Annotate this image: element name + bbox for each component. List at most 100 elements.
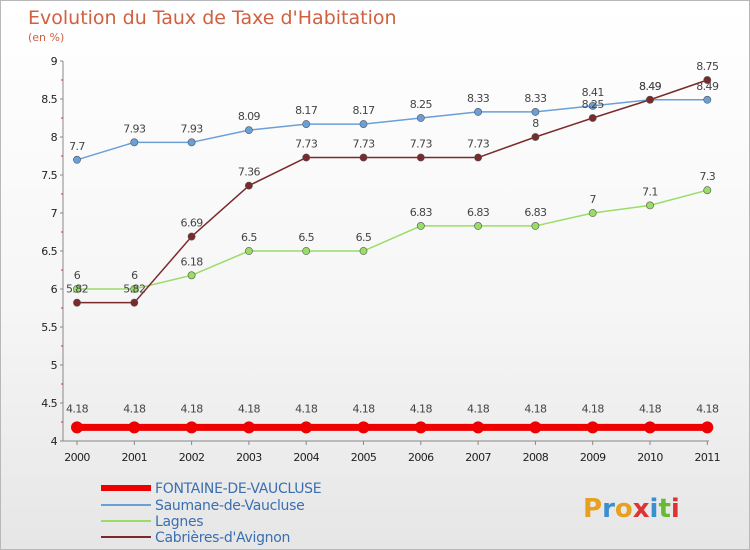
data-label: 8 xyxy=(532,117,539,130)
logo-letter: i xyxy=(671,494,680,524)
data-label: 4.18 xyxy=(639,402,662,415)
series-3: 5.82 5.826.697.367.73 7.73 7.73 7.7388.258.4… xyxy=(66,60,720,307)
data-point xyxy=(703,76,712,84)
data-label: 6.5 xyxy=(241,231,257,244)
chart-title: Evolution du Taux de Taxe d'Habitation xyxy=(28,7,397,29)
y-tick-label: 8.5 xyxy=(41,93,57,106)
data-label: 6.83 xyxy=(524,206,547,219)
y-tick-label: 6.5 xyxy=(41,245,57,258)
x-tick-label: 2011 xyxy=(694,451,720,464)
x-tick-label: 2000 xyxy=(64,451,90,464)
logo-letter: i xyxy=(650,494,659,524)
data-point xyxy=(244,126,253,135)
data-point xyxy=(302,247,311,255)
y-tick-label: 6 xyxy=(51,283,58,296)
x-tick-label: 2007 xyxy=(465,451,491,464)
y-tick-label: 7.5 xyxy=(41,169,57,182)
data-label: 4.18 xyxy=(123,402,146,415)
data-point xyxy=(300,421,313,434)
legend: FONTAINE-DE-VAUCLUSESaumane-de-VaucluseL… xyxy=(101,481,322,546)
chart-subtitle: (en %) xyxy=(28,31,64,44)
data-point xyxy=(73,298,81,307)
logo-letter: P xyxy=(583,494,602,524)
data-point xyxy=(701,421,714,434)
data-label: 8.49 xyxy=(696,80,719,93)
data-label: 7.93 xyxy=(123,122,146,135)
data-label: 4.18 xyxy=(467,402,490,415)
data-point xyxy=(242,421,255,434)
data-point xyxy=(359,120,368,128)
data-point xyxy=(302,153,311,162)
x-tick-label: 2004 xyxy=(293,451,319,464)
data-label: 7.73 xyxy=(410,138,433,151)
data-point xyxy=(416,222,425,230)
data-label: 4.18 xyxy=(238,402,261,415)
data-label: 6 xyxy=(74,269,81,282)
data-point xyxy=(644,421,656,434)
data-point xyxy=(416,153,425,162)
x-tick-label: 2008 xyxy=(523,451,549,464)
data-point xyxy=(588,209,597,217)
data-point xyxy=(357,421,370,434)
data-point xyxy=(474,153,482,162)
x-tick-label: 2006 xyxy=(408,451,434,464)
data-point xyxy=(359,247,368,255)
legend-label: Cabrières-d'Avignon xyxy=(155,530,290,546)
data-point xyxy=(474,222,482,230)
logo-letter: t xyxy=(658,494,670,524)
data-point xyxy=(244,181,253,190)
proxiti-logo: Proxiti xyxy=(583,494,680,524)
data-label: 7.1 xyxy=(642,185,658,198)
series-line xyxy=(76,99,708,161)
data-label: 6.5 xyxy=(298,231,314,244)
data-point xyxy=(646,201,654,210)
data-label: 8.41 xyxy=(582,86,604,99)
data-point xyxy=(588,114,597,122)
data-label: 6.5 xyxy=(356,231,372,244)
data-label: 8.09 xyxy=(238,110,261,123)
data-label: 8.17 xyxy=(352,104,375,117)
data-point xyxy=(416,114,425,122)
legend-label: Saumane-de-Vaucluse xyxy=(155,498,304,514)
data-point xyxy=(73,285,81,293)
data-label: 4.18 xyxy=(524,402,547,415)
data-label: 7.73 xyxy=(295,138,318,151)
x-tick-label: 2005 xyxy=(351,451,377,464)
data-point xyxy=(646,95,654,104)
data-label: 4.18 xyxy=(295,402,318,415)
data-point xyxy=(703,95,712,104)
y-tick-label: 5 xyxy=(51,359,58,372)
data-point xyxy=(130,285,139,293)
data-label: 7.73 xyxy=(352,138,375,151)
data-label: 7 xyxy=(589,193,596,206)
data-point xyxy=(130,138,139,147)
y-tick-label: 7 xyxy=(51,207,58,220)
logo-letter: o xyxy=(615,494,633,524)
data-point xyxy=(529,421,542,434)
data-point xyxy=(531,222,540,230)
y-tick-label: 4.5 xyxy=(41,397,57,410)
data-point xyxy=(128,421,141,434)
data-label: 7.93 xyxy=(181,122,204,135)
data-label: 6 xyxy=(131,269,138,282)
x-axis-ticks: 2000 2001 2002 2003 2004 2005 2006 2007 2008 2009… xyxy=(64,441,721,464)
legend-label: Lagnes xyxy=(155,514,203,530)
x-tick-label: 2002 xyxy=(179,451,205,464)
data-label: 6.83 xyxy=(410,206,433,219)
data-label: 6.83 xyxy=(467,206,490,219)
data-label: 4.18 xyxy=(582,402,605,415)
data-point xyxy=(531,133,540,141)
data-point xyxy=(187,138,196,147)
data-point xyxy=(187,232,196,241)
data-label: 6.69 xyxy=(181,217,204,230)
data-label: 8.49 xyxy=(639,80,662,93)
series-line xyxy=(77,79,708,304)
x-tick-label: 2009 xyxy=(580,451,606,464)
data-label: 4.18 xyxy=(696,402,719,415)
data-label: 8.17 xyxy=(295,104,318,117)
data-label: 7.7 xyxy=(69,140,85,153)
data-point xyxy=(71,421,83,434)
data-point xyxy=(302,120,311,128)
x-tick-label: 2001 xyxy=(121,451,147,464)
